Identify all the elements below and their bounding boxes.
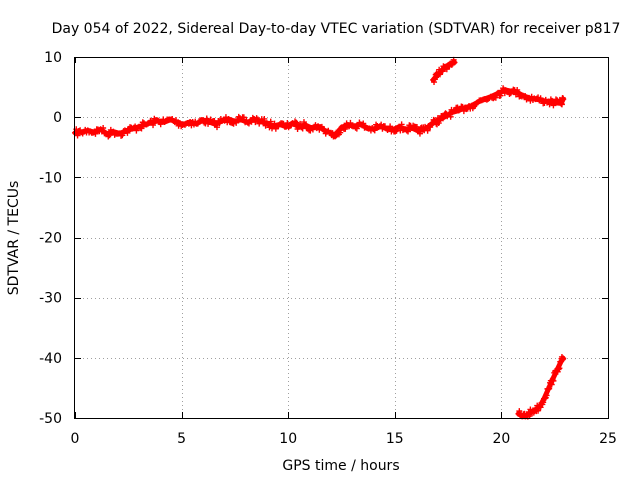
data-point-marker (133, 127, 140, 134)
data-point-marker (546, 385, 553, 392)
data-point-marker (405, 128, 412, 135)
data-point-marker (435, 120, 442, 127)
x-tick-label: 0 (71, 431, 80, 447)
data-point-marker (213, 124, 220, 131)
series-1 (430, 56, 458, 86)
data-point-marker (309, 126, 316, 133)
data-point-marker (556, 365, 563, 372)
plot-frame (74, 57, 609, 419)
x-tick-label: 5 (177, 431, 186, 447)
data-point (225, 115, 232, 122)
data-point-marker (138, 125, 145, 132)
data-point (438, 67, 445, 74)
data-point-marker (233, 119, 240, 126)
data-point-marker (439, 115, 446, 122)
data-point-marker (450, 108, 457, 115)
data-point-marker (297, 120, 304, 127)
data-point-marker (543, 392, 550, 399)
data-point-marker (342, 125, 349, 132)
data-point-marker (353, 125, 360, 132)
data-point (451, 59, 458, 66)
grid-layer (75, 57, 608, 418)
data-point-marker (492, 94, 499, 101)
data-point-marker (292, 118, 299, 125)
data-point-marker (403, 127, 410, 134)
y-tick-label: -30 (39, 291, 62, 307)
data-point (455, 107, 462, 114)
data-point-marker (360, 120, 367, 127)
data-point-marker (424, 127, 431, 134)
data-point-marker (119, 132, 126, 139)
data-point-marker (535, 407, 542, 414)
data-point (370, 126, 377, 133)
data-point-marker (398, 121, 405, 128)
x-axis-label: GPS time / hours (282, 458, 399, 474)
data-point (302, 121, 309, 128)
series-2 (515, 353, 567, 420)
x-tick-label: 20 (492, 431, 510, 447)
data-point-marker (203, 115, 210, 122)
data-point-marker (201, 119, 208, 126)
y-tick-label: 10 (44, 50, 62, 66)
data-point-marker (300, 119, 307, 126)
y-axis-label: SDTVAR / TECUs (6, 181, 22, 296)
data-point-marker (347, 119, 354, 126)
data-point-marker (267, 118, 274, 125)
data-point-marker (447, 113, 454, 120)
data-point-marker (548, 381, 555, 388)
tick-layer: 0 5 10 15 20 25 -50 -40 -30 -20 -10 0 10 (39, 50, 617, 447)
data-point-marker (555, 366, 562, 373)
chart-title: Day 054 of 2022, Sidereal Day-to-day VTE… (52, 21, 621, 37)
x-tick-label: 10 (279, 431, 297, 447)
data-point-marker (540, 399, 547, 406)
data-point-marker (298, 124, 305, 131)
data-layer (72, 56, 567, 420)
x-tick-label: 15 (386, 431, 404, 447)
data-point-marker (260, 119, 267, 126)
data-point-marker (102, 129, 109, 136)
data-point-marker (546, 101, 553, 108)
data-point-marker (497, 92, 504, 99)
data-point-marker (124, 129, 131, 136)
data-point-marker (387, 123, 394, 130)
data-point-marker (431, 76, 438, 83)
data-point-marker (106, 132, 113, 139)
data-point-marker (293, 119, 300, 126)
data-point-marker (337, 129, 344, 136)
data-point (212, 121, 219, 128)
data-point-marker (105, 133, 112, 140)
data-point-marker (416, 130, 423, 137)
data-point-marker (550, 102, 557, 109)
y-tick-label: -50 (39, 411, 62, 427)
data-point-marker (74, 132, 81, 139)
x-tick-label: 25 (599, 431, 617, 447)
data-point-marker (284, 119, 291, 126)
data-point-marker (92, 130, 99, 137)
data-point-marker (443, 66, 450, 73)
data-point (440, 114, 447, 121)
y-tick-label: -20 (39, 231, 62, 247)
data-point (332, 133, 339, 140)
data-point-marker (150, 122, 157, 129)
data-point-marker (514, 86, 521, 93)
y-tick-label: -40 (39, 351, 62, 367)
y-tick-label: -10 (39, 170, 62, 186)
data-point (560, 355, 567, 362)
y-tick-label: 0 (53, 110, 62, 126)
series-0 (72, 85, 567, 140)
data-point-marker (280, 120, 287, 127)
data-point-marker (558, 101, 565, 108)
data-point (560, 96, 567, 103)
data-point-marker (100, 125, 107, 132)
data-point-marker (261, 115, 268, 122)
data-point-marker (550, 377, 557, 384)
data-point-marker (371, 127, 378, 134)
